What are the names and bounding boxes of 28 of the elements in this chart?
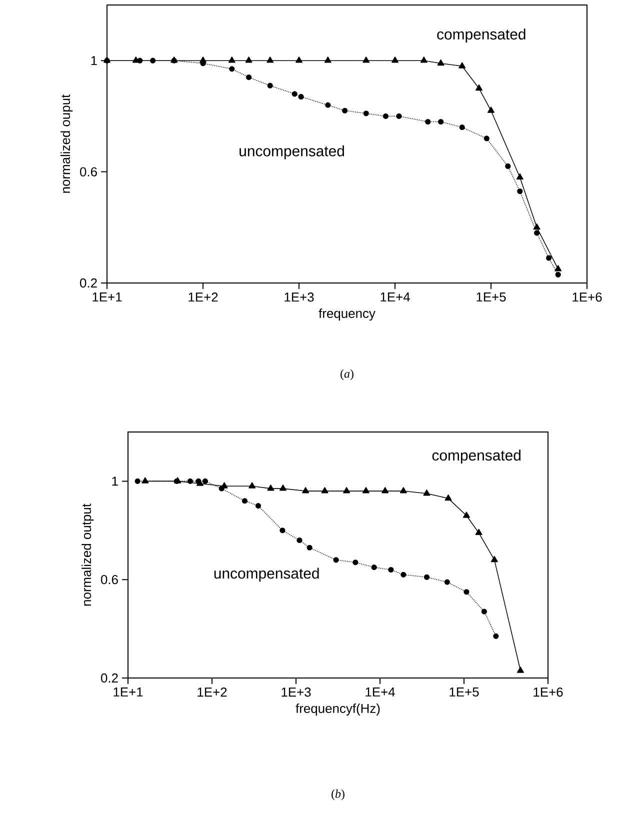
series-label: compensated: [432, 450, 520, 464]
y-axis-title: normalized output: [82, 504, 94, 606]
x-tick-label: 1E+1: [114, 688, 143, 696]
x-tick-label: 1E+4: [366, 688, 395, 696]
x-tick-label: 1E+1: [92, 292, 122, 302]
series-label: uncompensated: [214, 568, 319, 582]
x-tick-label: 1E+3: [282, 688, 311, 697]
series-label: compensated: [437, 28, 526, 43]
y-tick-label: 1: [91, 56, 97, 66]
x-tick-label: 1E+2: [198, 688, 227, 697]
x-tick-label: 1E+5: [476, 292, 506, 302]
y-axis-title: normalized ouput: [60, 94, 73, 193]
x-tick-label: 1E+3: [284, 292, 314, 302]
y-tick-label: 0.6: [80, 167, 97, 176]
text: (b): [332, 789, 344, 800]
x-axis-title: frequency: [318, 308, 376, 321]
x-tick-label: 1E+6: [572, 292, 602, 302]
y-tick-label: 1: [112, 476, 118, 486]
x-tick-label: 1E+6: [534, 688, 563, 697]
y-tick-label: 0.2: [80, 278, 97, 288]
text: (a): [340, 369, 354, 380]
x-tick-label: 1E+2: [188, 292, 218, 302]
x-tick-label: 1E+5: [450, 688, 479, 697]
y-tick-label: 0.6: [100, 575, 118, 584]
text: uncompensated: [240, 145, 344, 160]
x-tick-label: 1E+4: [380, 292, 410, 302]
y-tick-label: 0.2: [100, 673, 118, 683]
x-axis-title: frequencyf(Hz): [296, 704, 380, 716]
